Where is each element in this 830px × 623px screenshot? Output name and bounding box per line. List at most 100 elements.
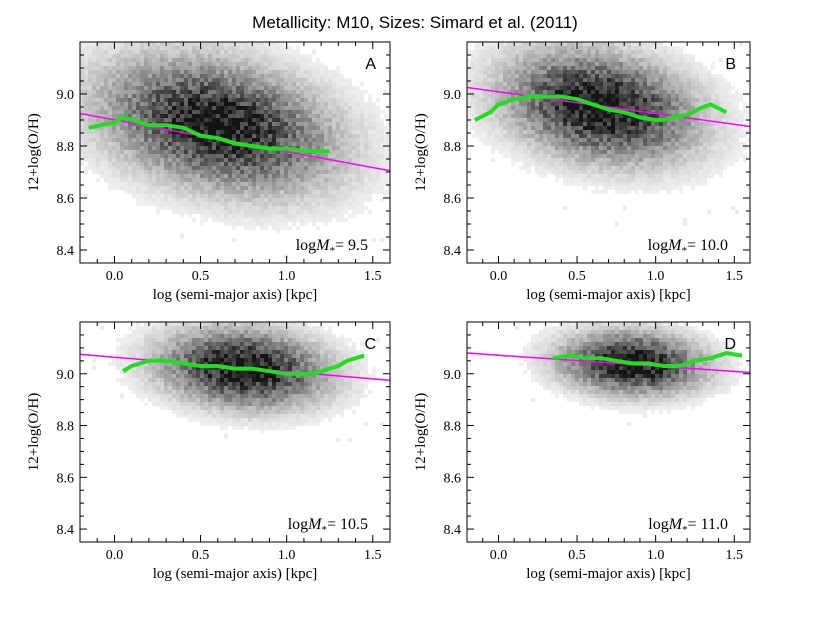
density-cell xyxy=(559,46,563,50)
density-cell xyxy=(232,46,236,50)
density-cell xyxy=(623,70,627,74)
density-cell xyxy=(611,130,615,134)
density-cell xyxy=(348,78,352,82)
density-cell xyxy=(272,90,276,94)
density-cell xyxy=(579,66,583,70)
density-cell xyxy=(571,166,575,170)
density-cell xyxy=(304,174,308,178)
density-cell xyxy=(332,86,336,90)
density-cell xyxy=(156,110,160,114)
density-cell xyxy=(200,170,204,174)
density-cell xyxy=(312,146,316,150)
density-cell xyxy=(280,218,284,222)
density-cell xyxy=(128,102,132,106)
density-cell xyxy=(220,54,224,58)
density-cell xyxy=(240,182,244,186)
density-cell xyxy=(587,154,591,158)
density-cell xyxy=(292,206,296,210)
density-cell xyxy=(631,174,635,178)
density-cell xyxy=(88,110,92,114)
density-cell xyxy=(276,94,280,98)
density-cell xyxy=(344,134,348,138)
density-cell xyxy=(595,118,599,122)
density-cell xyxy=(116,154,120,158)
density-cell xyxy=(160,58,164,62)
density-cell xyxy=(567,154,571,158)
density-cell xyxy=(376,110,380,114)
density-cell xyxy=(635,158,639,162)
density-cell xyxy=(547,122,551,126)
density-cell xyxy=(348,94,352,98)
density-cell xyxy=(491,54,495,58)
density-cell xyxy=(284,70,288,74)
density-cell xyxy=(507,154,511,158)
density-cell xyxy=(479,74,483,78)
density-cell xyxy=(236,78,240,82)
density-cell xyxy=(84,126,88,130)
density-cell xyxy=(316,182,320,186)
density-cell xyxy=(204,138,208,142)
density-cell xyxy=(631,166,635,170)
density-cell xyxy=(368,166,372,170)
density-cell xyxy=(583,94,587,98)
density-cell xyxy=(475,98,479,102)
density-cell xyxy=(531,54,535,58)
density-cell xyxy=(136,102,140,106)
density-cell xyxy=(591,190,595,194)
density-cell xyxy=(583,78,587,82)
density-cell xyxy=(108,50,112,54)
density-cell xyxy=(503,138,507,142)
density-cell xyxy=(180,206,184,210)
density-cell xyxy=(535,70,539,74)
density-cell xyxy=(559,142,563,146)
density-cell xyxy=(599,58,603,62)
density-cell xyxy=(188,166,192,170)
density-cell xyxy=(527,70,531,74)
density-cell xyxy=(603,166,607,170)
density-cell xyxy=(675,130,679,134)
density-cell xyxy=(104,94,108,98)
density-cell xyxy=(643,170,647,174)
density-cell xyxy=(168,50,172,54)
density-cell xyxy=(264,106,268,110)
density-cell xyxy=(176,154,180,158)
density-cell xyxy=(623,86,627,90)
density-cell xyxy=(607,130,611,134)
density-cell xyxy=(276,50,280,54)
density-cell xyxy=(112,98,116,102)
density-cell xyxy=(316,158,320,162)
density-cell xyxy=(515,126,519,130)
density-cell xyxy=(551,102,555,106)
density-cell xyxy=(607,142,611,146)
density-cell xyxy=(176,58,180,62)
density-cell xyxy=(192,162,196,166)
density-cell xyxy=(288,122,292,126)
density-cell xyxy=(324,186,328,190)
density-cell xyxy=(120,186,124,190)
density-cell xyxy=(212,122,216,126)
density-cell xyxy=(627,138,631,142)
density-cell xyxy=(164,118,168,122)
density-cell xyxy=(635,190,639,194)
density-cell xyxy=(180,66,184,70)
density-cell xyxy=(228,134,232,138)
density-cell xyxy=(655,66,659,70)
density-cell xyxy=(288,166,292,170)
density-cell xyxy=(128,74,132,78)
density-cell xyxy=(663,70,667,74)
density-cell xyxy=(164,98,168,102)
density-cell xyxy=(491,114,495,118)
density-cell xyxy=(515,82,519,86)
density-cell xyxy=(276,162,280,166)
density-cell xyxy=(264,222,268,226)
density-cell xyxy=(252,58,256,62)
density-cell xyxy=(268,162,272,166)
density-cell xyxy=(368,170,372,174)
density-cell xyxy=(172,170,176,174)
density-cell xyxy=(252,182,256,186)
density-cell xyxy=(184,94,188,98)
density-cell xyxy=(116,74,120,78)
density-cell xyxy=(240,170,244,174)
density-cell xyxy=(591,46,595,50)
density-cell xyxy=(88,130,92,134)
